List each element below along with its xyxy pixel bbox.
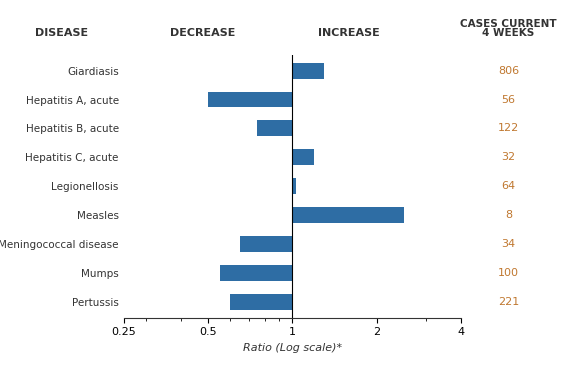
Bar bbox=[292, 207, 404, 223]
Text: DISEASE: DISEASE bbox=[35, 28, 88, 38]
Text: 34: 34 bbox=[501, 239, 516, 249]
Bar bbox=[220, 265, 292, 281]
Bar bbox=[208, 92, 292, 107]
Text: DECREASE: DECREASE bbox=[170, 28, 235, 38]
Text: 8: 8 bbox=[505, 210, 512, 220]
Text: 221: 221 bbox=[498, 297, 519, 307]
Bar bbox=[292, 63, 324, 78]
Bar bbox=[257, 120, 292, 137]
Text: 32: 32 bbox=[501, 152, 516, 162]
X-axis label: Ratio (Log scale)*: Ratio (Log scale)* bbox=[243, 343, 342, 353]
Text: INCREASE: INCREASE bbox=[318, 28, 379, 38]
Text: 56: 56 bbox=[502, 95, 515, 104]
Text: 4 WEEKS: 4 WEEKS bbox=[483, 28, 534, 38]
Text: 806: 806 bbox=[498, 66, 519, 76]
Bar bbox=[292, 149, 314, 165]
Text: 100: 100 bbox=[498, 268, 519, 278]
Bar bbox=[230, 294, 292, 310]
Bar bbox=[240, 236, 292, 252]
Text: 64: 64 bbox=[501, 181, 516, 191]
Bar bbox=[292, 178, 296, 194]
Text: CASES CURRENT: CASES CURRENT bbox=[460, 19, 557, 29]
Text: 122: 122 bbox=[498, 123, 519, 133]
